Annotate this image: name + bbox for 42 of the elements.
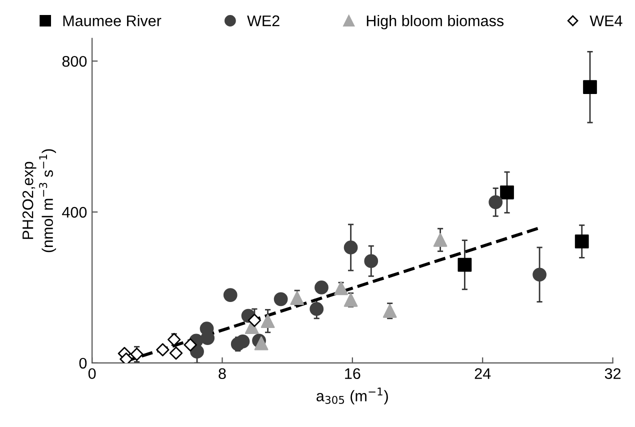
x-tick-label: 8 [218,368,226,380]
point [130,348,144,361]
point [290,291,304,305]
point [274,292,288,306]
legend-label: WE2 [247,15,280,26]
point [344,292,358,307]
legend-label: High bloom biomass [366,15,504,30]
point [260,314,275,328]
point [344,240,358,254]
point [184,338,197,352]
point [488,195,503,210]
point [364,254,378,268]
point [223,288,238,302]
point [310,302,324,316]
point [200,331,215,345]
point [334,281,348,296]
point [458,258,472,272]
x-tick-label: 16 [345,368,360,380]
point [382,304,397,318]
point [236,334,250,348]
y-tick-label: 400 [62,206,87,218]
x-tick-label: 24 [474,368,491,379]
x-tick-label: 32 [604,368,621,380]
legend-label: WE4 [590,16,622,26]
x-tick-label: 0 [88,368,96,380]
point [314,280,328,294]
point [583,80,597,94]
point [532,268,546,282]
point [156,343,170,356]
y-tick-label: 0 [79,358,87,369]
point [169,346,183,360]
legend-label: Maumee River [63,15,162,26]
y-tick-label: 800 [62,56,87,67]
point [167,332,181,346]
y-axis-title: PH2O2,exp (nmol m$^{−3}$ s$^{−1}$) [22,149,56,252]
x-axis-title: a$_{305}$ (m$^{−1}$) [316,388,388,404]
point [190,344,204,359]
point [254,336,268,350]
point [433,232,448,247]
point [248,314,262,327]
point [574,234,589,248]
point [500,185,514,200]
